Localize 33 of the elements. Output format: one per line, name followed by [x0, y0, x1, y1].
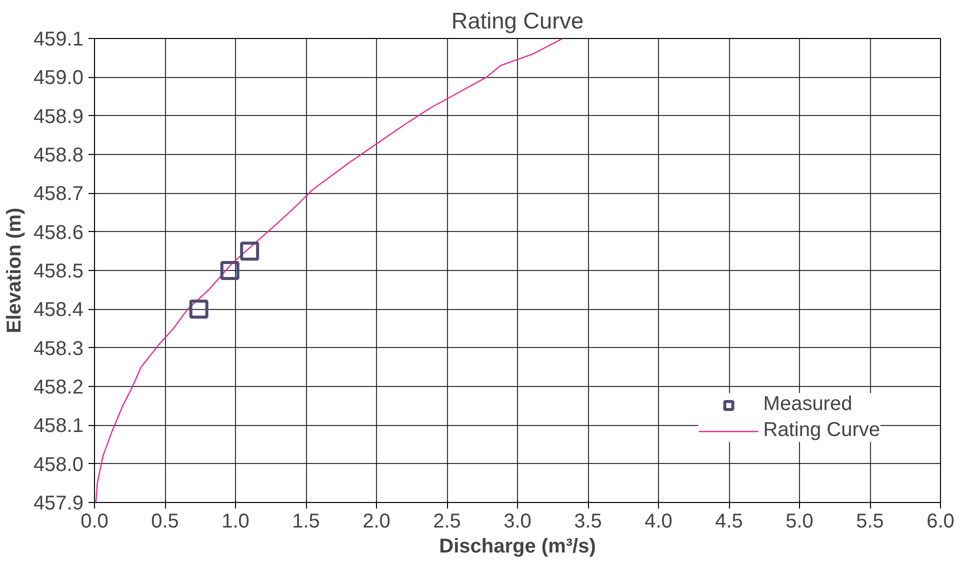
- point: [189, 300, 208, 319]
- y-tick-label: 458.4: [33, 299, 84, 322]
- point: [240, 242, 260, 261]
- y-axis-title: Elevation (m): [3, 208, 26, 334]
- y-tick-label: 458.3: [33, 338, 84, 360]
- y-tick-label: 458.0: [33, 454, 84, 476]
- x-tick-label: 6.0: [926, 510, 954, 532]
- x-tick-label: 5.5: [856, 510, 884, 532]
- y-tick-label: 458.2: [33, 376, 84, 398]
- y-tick-label: 458.5: [33, 260, 84, 282]
- x-tick-label: 3.5: [574, 510, 602, 532]
- x-tick-label: 5.0: [786, 510, 814, 532]
- legend-label: Measured: [763, 393, 852, 416]
- y-tick-label: 458.8: [33, 144, 84, 166]
- y-tick-label: 458.9: [33, 106, 84, 128]
- x-tick-label: 2.5: [433, 510, 461, 532]
- x-tick-label: 1.5: [292, 510, 320, 532]
- x-axis-title: Discharge (m³/s): [439, 536, 596, 558]
- x-tick-label: 4.5: [715, 510, 743, 532]
- y-tick-label: 458.7: [33, 183, 84, 206]
- y-tick-label: 458.1: [33, 415, 84, 438]
- x-tick-label: 4.0: [644, 510, 672, 532]
- x-tick-label: 0.5: [151, 510, 179, 532]
- x-tick-label: 1.0: [222, 510, 250, 532]
- x-tick-label: 3.0: [504, 510, 532, 532]
- chart-title: Rating Curve: [451, 8, 584, 34]
- y-tick-label: 458.6: [33, 222, 84, 244]
- point: [220, 261, 240, 280]
- y-tick-label: 459.1: [33, 28, 84, 50]
- line-series: [95, 38, 564, 502]
- legend-label: Rating Curve: [763, 419, 880, 442]
- y-tick-label: 459.0: [33, 67, 84, 90]
- x-tick-label: 2.0: [362, 510, 390, 532]
